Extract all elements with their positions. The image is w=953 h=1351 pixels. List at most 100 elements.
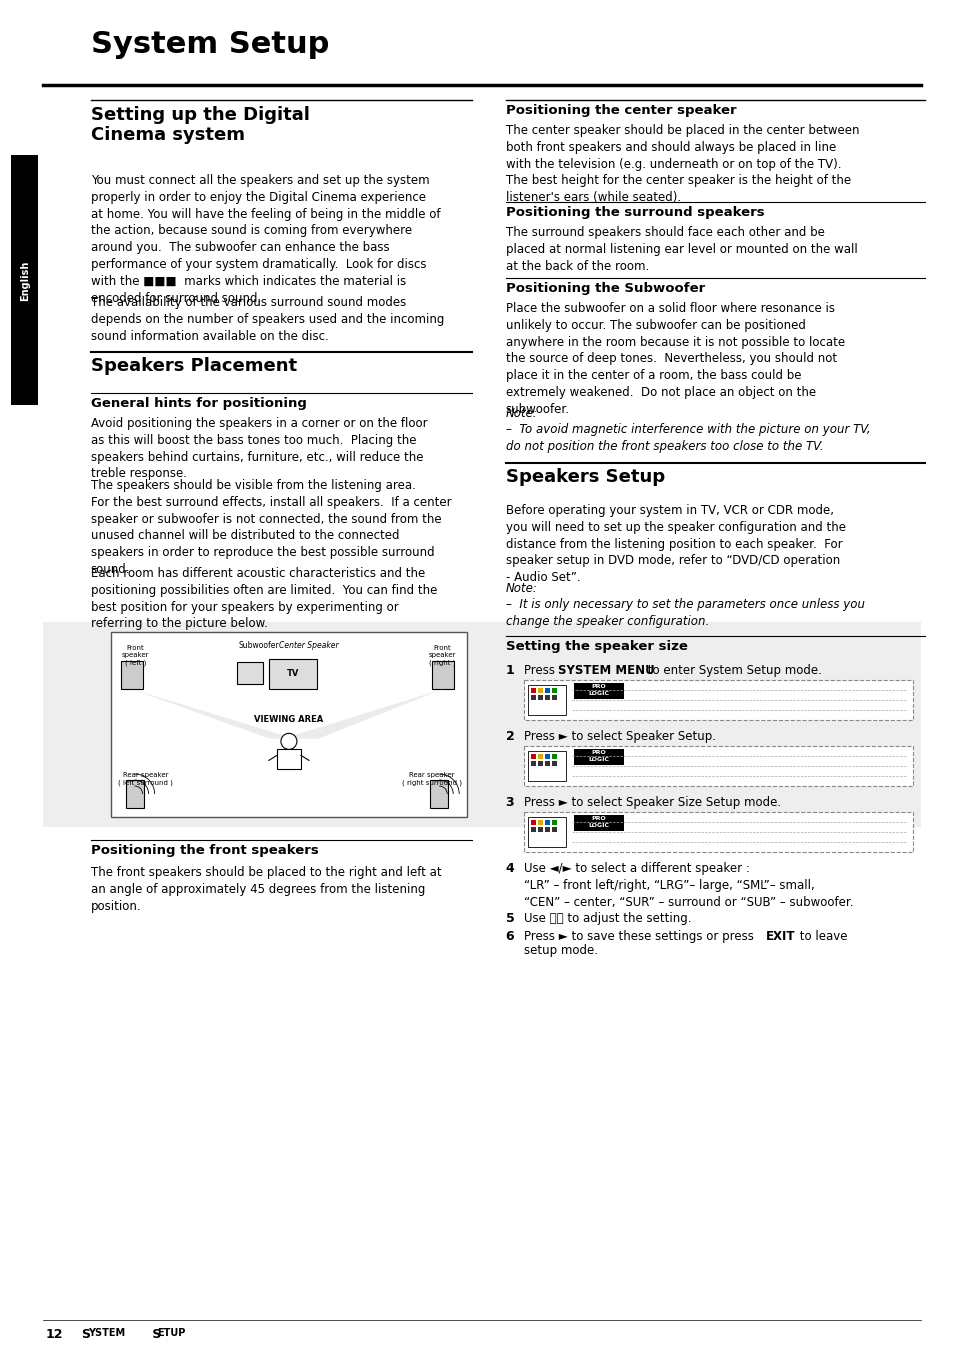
Bar (551, 827, 556, 832)
Text: Positioning the center speaker: Positioning the center speaker (505, 104, 736, 118)
Text: ETUP: ETUP (157, 1328, 186, 1337)
Text: Press: Press (523, 663, 558, 677)
Bar (43, 621, 920, 827)
Text: Rear speaker
( right surround ): Rear speaker ( right surround ) (402, 771, 462, 785)
Text: 6: 6 (505, 929, 514, 943)
Text: YSTEM: YSTEM (88, 1328, 125, 1337)
Text: Setting up the Digital
Cinema system: Setting up the Digital Cinema system (91, 105, 309, 145)
Polygon shape (132, 689, 294, 739)
Bar (551, 754, 556, 759)
Text: Rear speaker
( left surround ): Rear speaker ( left surround ) (118, 771, 172, 785)
Text: Positioning the front speakers: Positioning the front speakers (91, 844, 318, 857)
Bar (126, 780, 144, 808)
Bar (430, 780, 448, 808)
Text: LOGIC: LOGIC (587, 757, 608, 762)
Bar (537, 688, 542, 693)
Text: Positioning the surround speakers: Positioning the surround speakers (505, 205, 763, 219)
Text: The center speaker should be placed in the center between
both front speakers an: The center speaker should be placed in t… (505, 124, 859, 204)
Text: Press ► to select Speaker Setup.: Press ► to select Speaker Setup. (523, 730, 715, 743)
Bar (276, 750, 300, 769)
Bar (537, 827, 542, 832)
Bar (11, 155, 38, 405)
Text: setup mode.: setup mode. (523, 944, 597, 957)
Text: Press ► to save these settings or press: Press ► to save these settings or press (523, 929, 757, 943)
Text: The speakers should be visible from the listening area.
For the best surround ef: The speakers should be visible from the … (91, 480, 451, 576)
Bar (573, 815, 623, 831)
Bar (551, 694, 556, 700)
Bar (527, 751, 565, 781)
Bar (573, 748, 623, 765)
Bar (530, 694, 535, 700)
Bar (551, 761, 556, 766)
Text: Each room has different acoustic characteristics and the
positioning possibiliti: Each room has different acoustic charact… (91, 567, 436, 631)
Text: EXIT: EXIT (765, 929, 794, 943)
Bar (544, 820, 549, 825)
Bar (551, 688, 556, 693)
Bar (544, 827, 549, 832)
Text: English: English (20, 261, 30, 300)
Bar (537, 761, 542, 766)
Text: 5: 5 (505, 912, 514, 925)
Bar (432, 661, 454, 689)
Bar (120, 661, 143, 689)
Text: 12: 12 (46, 1328, 63, 1342)
Text: Use ⧖⧗ to adjust the setting.: Use ⧖⧗ to adjust the setting. (523, 912, 690, 925)
Bar (269, 659, 316, 689)
Bar (523, 812, 912, 852)
Text: 4: 4 (505, 862, 514, 875)
Text: PRO: PRO (591, 750, 605, 755)
Text: SYSTEM MENU: SYSTEM MENU (558, 663, 654, 677)
Bar (111, 632, 467, 817)
Text: The availability of the various surround sound modes
depends on the number of sp: The availability of the various surround… (91, 296, 443, 343)
Text: Positioning the Subwoofer: Positioning the Subwoofer (505, 282, 704, 295)
Text: You must connect all the speakers and set up the system
properly in order to enj: You must connect all the speakers and se… (91, 174, 439, 304)
Text: to leave: to leave (795, 929, 846, 943)
Text: –  It is only necessary to set the parameters once unless you
change the speaker: – It is only necessary to set the parame… (505, 598, 863, 628)
Text: –  To avoid magnetic interference with the picture on your TV,
do not position t: – To avoid magnetic interference with th… (505, 423, 869, 453)
Bar (527, 817, 565, 847)
Bar (530, 761, 535, 766)
Text: PRO: PRO (591, 816, 605, 821)
Text: Front
speaker
( left ): Front speaker ( left ) (122, 644, 150, 666)
Text: S: S (81, 1328, 90, 1342)
Text: Place the subwoofer on a solid floor where resonance is
unlikely to occur. The s: Place the subwoofer on a solid floor whe… (505, 303, 843, 416)
Bar (544, 754, 549, 759)
Text: to enter System Setup mode.: to enter System Setup mode. (643, 663, 821, 677)
Bar (530, 688, 535, 693)
Text: Note:: Note: (505, 582, 537, 594)
Text: 3: 3 (505, 796, 514, 809)
Circle shape (280, 734, 296, 750)
Polygon shape (284, 689, 443, 739)
Text: Subwoofer: Subwoofer (238, 640, 279, 650)
Text: The front speakers should be placed to the right and left at
an angle of approxi: The front speakers should be placed to t… (91, 866, 441, 912)
Bar (551, 820, 556, 825)
Bar (544, 688, 549, 693)
Bar (527, 685, 565, 715)
Bar (236, 662, 263, 684)
Text: Press ► to select Speaker Size Setup mode.: Press ► to select Speaker Size Setup mod… (523, 796, 780, 809)
Bar (523, 680, 912, 720)
Text: TV: TV (287, 670, 299, 678)
Text: The surround speakers should face each other and be
placed at normal listening e: The surround speakers should face each o… (505, 226, 857, 273)
Bar (537, 694, 542, 700)
Text: System Setup: System Setup (91, 30, 329, 59)
Bar (530, 827, 535, 832)
Bar (573, 684, 623, 698)
Text: Before operating your system in TV, VCR or CDR mode,
you will need to set up the: Before operating your system in TV, VCR … (505, 504, 844, 584)
Text: LOGIC: LOGIC (587, 823, 608, 828)
Text: S: S (148, 1328, 161, 1342)
Bar (523, 746, 912, 786)
Text: PRO: PRO (591, 684, 605, 689)
Text: LOGIC: LOGIC (587, 690, 608, 696)
Text: Speakers Placement: Speakers Placement (91, 357, 296, 376)
Bar (530, 820, 535, 825)
Text: Front
speaker
( right ): Front speaker ( right ) (428, 644, 456, 666)
Bar (544, 694, 549, 700)
Text: Setting the speaker size: Setting the speaker size (505, 640, 687, 653)
Text: Avoid positioning the speakers in a corner or on the floor
as this will boost th: Avoid positioning the speakers in a corn… (91, 417, 427, 481)
Text: 1: 1 (505, 663, 514, 677)
Text: Center Speaker: Center Speaker (279, 640, 338, 650)
Text: General hints for positioning: General hints for positioning (91, 397, 306, 409)
Text: Use ◄/► to select a different speaker :
“LR” – front left/right, “LRG”– large, “: Use ◄/► to select a different speaker : … (523, 862, 852, 909)
Bar (530, 754, 535, 759)
